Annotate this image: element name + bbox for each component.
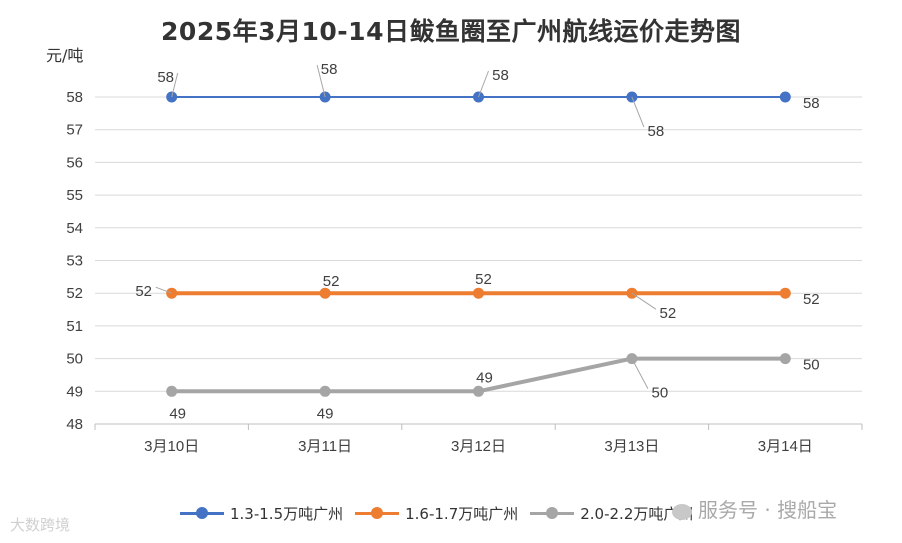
legend-label-series-2: 1.6-1.7万吨广州 [405,504,519,523]
series-lines [166,91,791,397]
y-tick-label: 56 [66,154,83,171]
y-tick-label: 57 [66,122,83,139]
data-point [779,91,791,103]
legend-marker-series-3 [530,507,575,519]
legend-item-series-1: 1.3-1.5万吨广州 [180,503,343,524]
legend-item-series-3: 2.0-2.2万吨广州 [530,503,693,524]
y-axis-unit-label: 元/吨 [46,46,84,65]
data-label: 58 [321,61,338,78]
data-label: 52 [803,291,820,308]
x-tick-label: 3月10日 [144,438,199,455]
x-tick-label: 3月14日 [758,438,813,455]
y-tick-label: 52 [66,285,83,302]
leader-line [631,96,645,128]
data-point [319,287,331,299]
legend-label-series-1: 1.3-1.5万吨广州 [230,504,344,523]
legend-marker-series-1 [180,507,224,519]
data-label: 52 [135,283,152,300]
data-label: 49 [317,405,334,422]
leader-line [155,286,172,294]
data-labels: 58 58 58 58 58 52 52 52 52 52 49 49 49 50 50 [135,61,819,422]
legend-marker-series-2 [355,507,400,519]
data-label: 50 [803,357,820,374]
legend-label-series-3: 2.0-2.2万吨广州 [580,504,694,523]
wechat-icon [672,503,692,520]
grid-lines [95,96,862,392]
leader-line [631,292,657,310]
y-tick-label: 53 [66,253,83,270]
data-point [779,353,791,365]
data-label: 58 [648,123,665,140]
data-point [473,385,484,397]
watermark-left-text: 大数跨境 [10,516,71,534]
y-tick-label: 58 [66,89,83,106]
watermark-left: 大数跨境 [10,514,70,535]
y-tick-label: 50 [66,351,83,368]
y-tick-labels: 48 49 50 51 52 53 54 55 56 57 58 [66,89,83,433]
y-tick-label: 48 [66,416,83,433]
leader-line [316,64,326,98]
leader-line [171,72,179,98]
leader-line [478,70,489,98]
data-label: 52 [323,273,340,290]
data-point [319,385,331,397]
x-tick-label: 3月13日 [604,438,659,455]
chart-title: 2025年3月10-14日鲅鱼圈至广州航线运价走势图 [161,17,741,46]
y-tick-label: 49 [66,383,83,400]
data-point [779,287,791,299]
leader-line [631,358,649,389]
data-point [473,287,484,299]
data-label: 49 [169,405,186,422]
data-label: 52 [660,305,677,322]
data-label: 58 [803,95,820,112]
y-tick-label: 55 [66,187,83,204]
x-axis: 3月10日 3月11日 3月12日 3月13日 3月14日 [94,423,863,455]
legend-item-series-2: 1.6-1.7万吨广州 [355,503,518,524]
data-label: 58 [157,69,174,86]
data-point [166,385,178,397]
data-label: 58 [492,67,509,84]
data-label: 50 [652,385,669,402]
data-label: 52 [475,271,492,288]
y-tick-label: 54 [66,220,83,237]
watermark-right-text: 服务号 · 搜船宝 [698,498,838,522]
data-label: 49 [476,369,493,386]
x-tick-label: 3月11日 [298,438,352,455]
y-tick-label: 51 [66,318,83,335]
x-tick-label: 3月12日 [451,438,506,455]
watermark-right: 服务号 · 搜船宝 [672,494,837,523]
legend: 1.3-1.5万吨广州 1.6-1.7万吨广州 2.0-2.2万吨广州 [180,500,705,526]
